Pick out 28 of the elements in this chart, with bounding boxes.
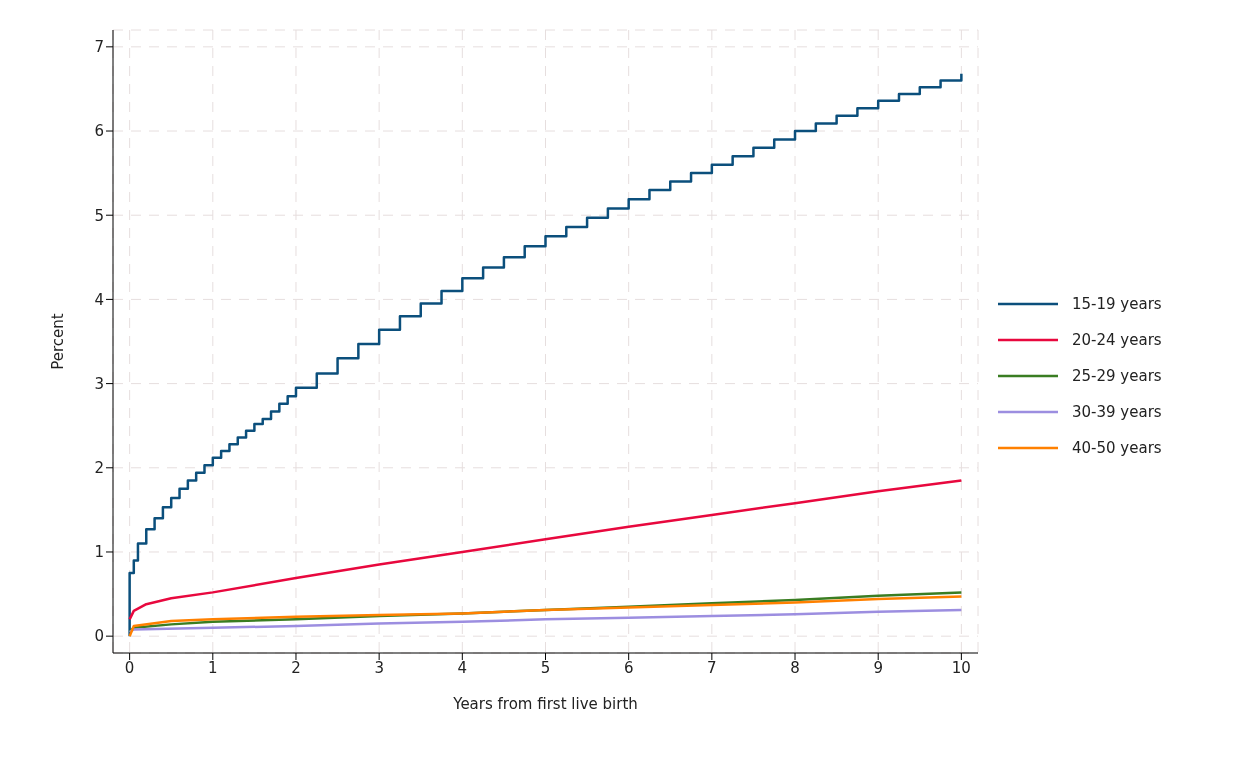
y-tick-label: 2 [94,459,104,478]
y-tick-label: 7 [94,38,104,57]
x-tick-label: 2 [291,658,301,677]
x-tick-label: 0 [124,658,135,677]
y-tick-label: 1 [94,543,104,562]
y-tick-label: 4 [94,290,104,309]
x-tick-label: 3 [374,658,384,677]
y-tick-label: 5 [94,206,104,225]
x-tick-label: 9 [873,658,883,677]
x-tick-label: 4 [457,658,468,677]
x-tick-label: 10 [951,658,971,677]
legend-label: 40-50 years [1072,438,1162,457]
line-series [128,608,963,634]
y-tick-label: 0 [94,627,104,646]
legend-label: 30-39 years [1072,402,1162,421]
y-tick-label: 6 [94,122,104,141]
legend-label: 20-24 years [1072,330,1162,349]
y-tick-label: 3 [94,374,104,393]
x-tick-label: 8 [790,658,800,677]
x-tick-label: 7 [707,658,717,677]
legend-label: 15-19 years [1072,294,1162,313]
y-axis-title: Percent [49,313,68,370]
x-tick-label: 6 [623,658,634,677]
x-tick-label: 5 [540,658,551,677]
x-axis-title: Years from first live birth [452,695,638,713]
line-series [128,479,963,621]
legend-label: 25-29 years [1072,366,1162,385]
x-tick-label: 1 [208,658,218,677]
